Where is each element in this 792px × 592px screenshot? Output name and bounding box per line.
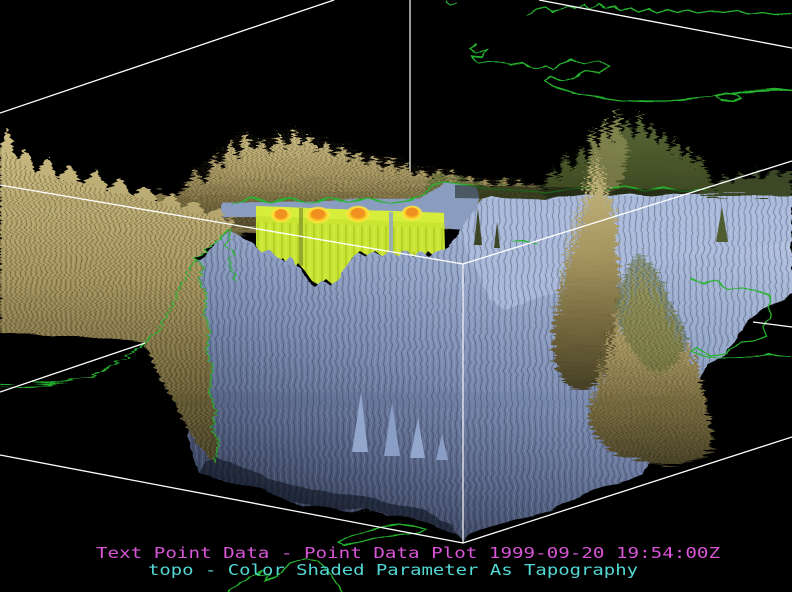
box-edge-bottom-front-right: [462, 436, 792, 544]
coastline-near-overlay: [227, 523, 428, 592]
terrain-pinnacles: [474, 207, 728, 248]
point-data-hotspot: [311, 209, 325, 219]
box-edge-bottom-back-left: [0, 342, 146, 393]
pinnacle: [716, 207, 728, 242]
terrain-floor-spikes: [352, 392, 448, 460]
box-edge-top-back-right: [538, 0, 792, 49]
coastline-cuba: [227, 557, 343, 592]
point-data-hotspot: [406, 207, 418, 217]
point-data-hotspot: [351, 208, 365, 218]
pinnacle: [494, 222, 500, 248]
coastline-small-island: [714, 92, 744, 103]
box-edge-top-front-left: [0, 184, 464, 265]
right-low-ridge: [700, 169, 792, 196]
point-data-hotspot: [275, 209, 287, 219]
terrain-left-range: [0, 128, 237, 463]
coastline-top-fragment: [445, 0, 458, 6]
coastline-far-overlay: [445, 0, 792, 103]
coastline-island-lens: [337, 523, 428, 547]
legend-product-2[interactable]: topo - Color Shaded Parameter As Tapogra…: [148, 561, 638, 579]
floor-spike: [436, 434, 448, 460]
coastline-left-wall: [195, 228, 231, 463]
box-edge-top-front-right: [462, 160, 792, 265]
point-data-columns: [256, 205, 445, 285]
basin-bottom-shadow: [200, 458, 463, 540]
floor-spike: [384, 402, 400, 456]
right-range-tall: [552, 150, 620, 390]
right-range-striation: [588, 260, 712, 463]
left-range-striation: [0, 148, 236, 463]
legend-product-1[interactable]: Text Point Data - Point Data Plot 1999-0…: [96, 544, 720, 562]
wireframe-box-back: [0, 0, 792, 176]
box-edge-bottom-back-right: [752, 321, 792, 328]
coastline-left-shore: [0, 257, 197, 387]
legend: Text Point Data - Point Data Plot 1999-0…: [96, 544, 720, 579]
coastline-peninsula: [468, 43, 792, 102]
pinnacle: [474, 208, 482, 245]
floor-spike: [410, 418, 425, 458]
wireframe-box-front: [0, 160, 792, 544]
point-data-gap: [389, 212, 393, 252]
box-edge-top-back-left: [0, 0, 335, 114]
box-edge-bottom-front-left: [0, 454, 464, 544]
point-data-striation: [256, 222, 445, 285]
coastline-antilles: [689, 277, 792, 359]
coastline-inlet: [226, 230, 237, 283]
floor-spike: [352, 392, 368, 452]
terrain-right-range: [552, 150, 792, 465]
coastline-gulf-north: [527, 2, 792, 17]
